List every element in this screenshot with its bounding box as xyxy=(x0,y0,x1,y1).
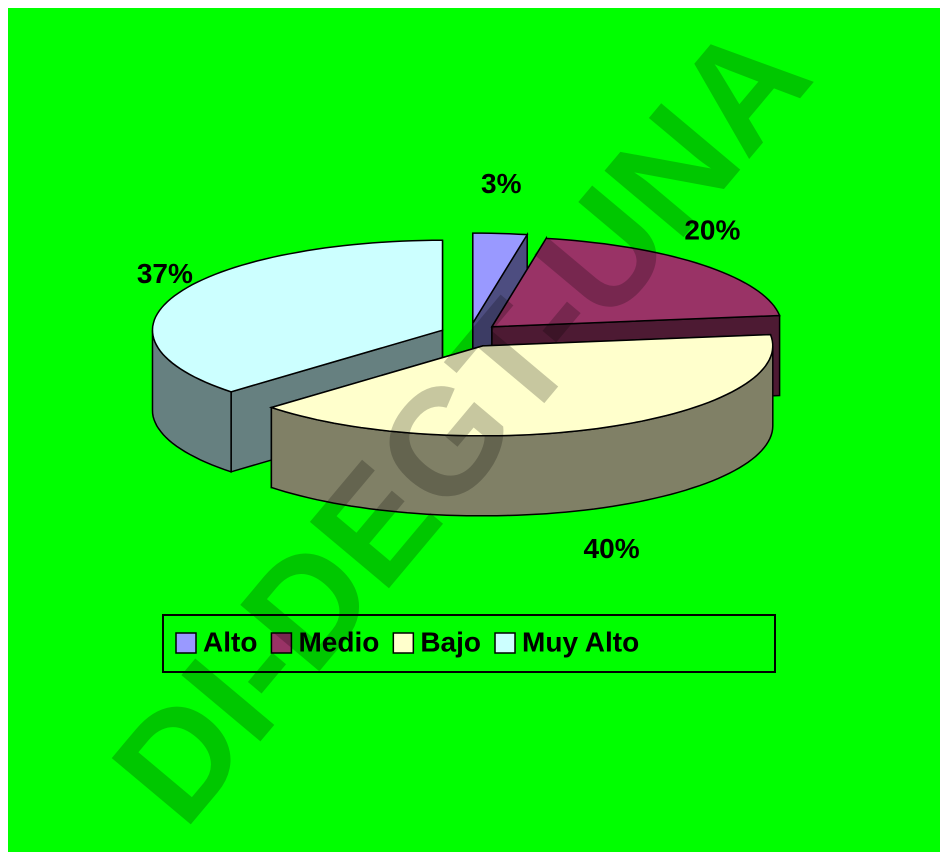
pie-slice xyxy=(268,333,774,517)
pie xyxy=(151,231,781,517)
legend-label: Medio xyxy=(298,626,379,657)
legend-box xyxy=(162,614,776,673)
legend-swatch xyxy=(494,632,516,654)
data-label: 20% xyxy=(684,215,740,246)
data-label: 3% xyxy=(481,168,522,199)
slice-top xyxy=(490,237,781,328)
data-label: 40% xyxy=(584,533,640,564)
slice-top xyxy=(268,333,774,437)
data-label: 37% xyxy=(137,258,193,289)
legend-label: Muy Alto xyxy=(522,626,639,657)
legend-swatch xyxy=(175,632,197,654)
legend-swatch xyxy=(392,632,415,654)
legend-label: Alto xyxy=(203,626,257,657)
slice-top xyxy=(151,239,444,393)
slice-top xyxy=(472,232,529,326)
legend-label: Bajo xyxy=(420,626,481,657)
data-labels: 3% 20% 40% 37% xyxy=(137,168,741,564)
legend: Alto Medio Bajo Muy Alto xyxy=(162,614,776,673)
legend-swatch xyxy=(270,632,293,654)
